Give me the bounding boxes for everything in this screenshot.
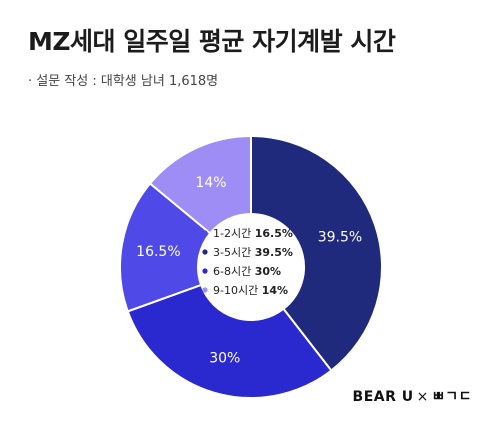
brand-separator: × [416, 389, 429, 405]
slice-value-label: 16.5% [136, 244, 180, 260]
slice-value-label: 30% [209, 350, 240, 366]
donut-center [197, 213, 305, 321]
legend-item: 6-8시간 30% [213, 265, 281, 278]
legend-item: 1-2시간 16.5% [213, 227, 293, 240]
legend-item: 3-5시간 39.5% [213, 246, 293, 259]
chart-title: MZ세대 일주일 평균 자기계발 시간 [28, 27, 396, 56]
slice-value-label: 39.5% [318, 230, 362, 246]
slice-value-label: 14% [195, 175, 226, 191]
brand-logo: BEAR U × ㅃㄱㄷ [353, 386, 472, 406]
legend-marker [202, 249, 208, 255]
legend-marker [202, 230, 208, 236]
survey-note: · 설문 작성 : 대학생 남녀 1,618명 [28, 74, 219, 89]
legend-item: 9-10시간 14% [213, 284, 288, 297]
brand-partner: ㅃㄱㄷ [431, 389, 472, 405]
legend-marker [202, 268, 208, 274]
brand-bear-u: BEAR U [352, 389, 414, 405]
legend-marker [202, 287, 208, 293]
